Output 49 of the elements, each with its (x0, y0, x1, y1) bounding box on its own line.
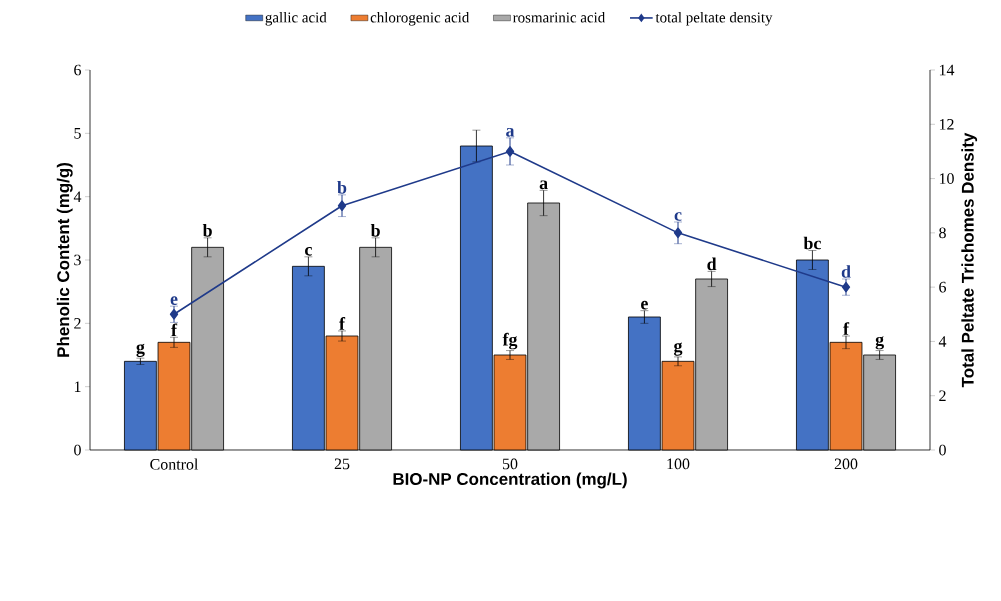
legend-label: total peltate density (655, 12, 773, 26)
data-label: a (506, 128, 515, 137)
y2-tick-label: 14 (939, 64, 955, 76)
y2-tick-label: 6 (939, 281, 947, 293)
data-label: e (641, 300, 648, 310)
data-label: g (673, 342, 683, 356)
legend-label: chlorogenic acid (370, 12, 470, 26)
data-label: bc (803, 236, 821, 250)
point (337, 200, 347, 212)
legend-label: rosmarinic acid (512, 12, 606, 23)
x-axis-title: BIO-NP Concentration (mg/L) (393, 472, 627, 489)
x-tick-label: 100 (667, 458, 690, 470)
data-label: d (841, 265, 851, 278)
y-axis-title: Phenolic Content (mg/g) (56, 162, 73, 357)
data-label: g (136, 343, 145, 357)
data-label: c (674, 212, 682, 221)
y-tick-label: 1 (74, 381, 81, 392)
data-label: f (171, 323, 178, 337)
x-tick-label: 200 (834, 458, 858, 470)
data-label: c (305, 247, 312, 256)
y2-tick-label: 4 (938, 336, 947, 347)
y-tick-label: 0 (74, 444, 81, 456)
data-label: b (202, 224, 212, 237)
data-label: f (339, 317, 346, 330)
data-label: f (843, 322, 850, 335)
data-label: g (875, 336, 884, 350)
y-tick-label: 5 (74, 128, 81, 139)
y-tick-label: 3 (74, 254, 81, 266)
y2-tick-label: 0 (939, 444, 946, 456)
x-tick-label: 25 (334, 458, 350, 470)
data-label: fg (502, 332, 518, 350)
data-label: d (707, 257, 717, 271)
y-tick-label: 2 (74, 318, 81, 329)
y-tick-label: 6 (74, 64, 82, 76)
y-tick-label: 4 (73, 191, 82, 202)
data-label: a (539, 180, 548, 190)
y2-tick-label: 2 (939, 390, 946, 401)
data-label: b (370, 224, 380, 237)
data-label: e (170, 296, 178, 305)
data-label: b (337, 181, 347, 194)
y2-tick-label: 10 (939, 173, 954, 184)
y2-axis-title: Total Peltate Trichomes Density (961, 132, 978, 388)
point (673, 227, 683, 239)
x-tick-label: 50 (502, 458, 518, 470)
y2-tick-label: 12 (939, 119, 954, 130)
x-tick-label: Control (150, 458, 199, 470)
y2-tick-label: 8 (939, 227, 946, 239)
legend-label: gallic acid (265, 12, 327, 26)
point (505, 146, 515, 157)
